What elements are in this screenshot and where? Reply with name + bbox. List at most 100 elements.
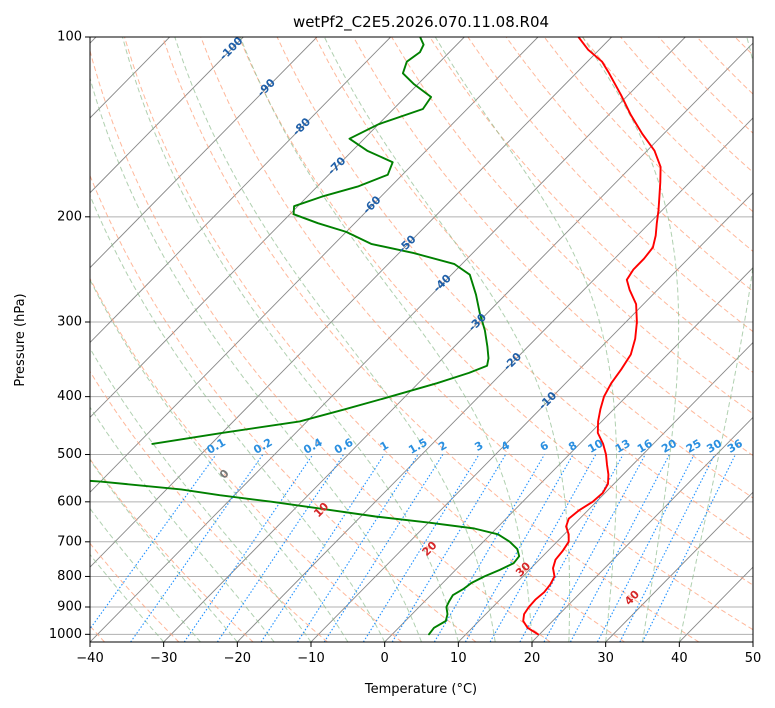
moist-adiabat-line — [434, 37, 618, 642]
isotherm-line — [531, 416, 753, 642]
mixing-ratio-line — [260, 454, 385, 642]
y-tick-label: 700 — [57, 534, 82, 549]
mixing-ratio-label: 0.4 — [301, 436, 325, 457]
chart-title: wetPf2_C2E5.2026.070.11.08.R04 — [293, 13, 549, 32]
isotherm-line — [237, 117, 753, 642]
isotherm-line — [163, 42, 753, 642]
moist-adiabat-lines — [90, 37, 753, 642]
mixing-ratio-label: 0.6 — [332, 436, 356, 457]
dry-adiabat-line — [658, 37, 753, 134]
x-tick-label: −30 — [150, 651, 177, 666]
x-axis-ticks: −40 −30 −20 −10 0 10 20 30 40 50 — [76, 642, 761, 666]
dry-adiabat-line — [90, 277, 403, 642]
dry-adiabat-line — [391, 37, 753, 415]
mixing-ratio-line — [297, 454, 419, 642]
isotherm-line — [752, 641, 753, 642]
mixing-ratio-line — [519, 454, 624, 642]
y-tick-label: 500 — [57, 447, 82, 462]
moist-adiabat-line — [90, 459, 238, 642]
y-tick-label: 100 — [57, 30, 82, 45]
isotherm-lines — [90, 37, 753, 642]
x-tick-label: 20 — [524, 651, 541, 666]
dry-adiabat-line — [314, 37, 753, 499]
mixing-ratio-line — [619, 454, 716, 642]
dry-adiabat-line — [90, 542, 180, 642]
dry-adiabat-line — [467, 37, 753, 333]
x-tick-label: 40 — [671, 651, 688, 666]
x-axis-label: Temperature (°C) — [364, 682, 477, 697]
moist-adiabat-line — [678, 37, 753, 642]
dewpoint-line-1 — [90, 479, 521, 636]
y-tick-label: 200 — [57, 209, 82, 224]
dry-adiabat-line — [90, 458, 254, 642]
y-axis-ticks: 100 200 300 400 500 600 700 800 900 1000 — [49, 30, 90, 642]
mixing-ratio-label: 2 — [436, 439, 449, 454]
dry-adiabat-line — [696, 37, 753, 95]
mixing-ratio-label: 25 — [684, 437, 704, 456]
isotherm-line — [384, 267, 753, 642]
isotherm-line — [90, 37, 244, 194]
mixing-ratio-line — [569, 454, 670, 642]
isotherm-line — [90, 37, 686, 642]
mixing-ratio-line — [391, 454, 507, 642]
dewpoint-line-2 — [151, 37, 490, 445]
moist-adiabat-line — [174, 37, 496, 642]
moist-adiabat-line — [90, 347, 312, 642]
mixing-ratio-line — [464, 454, 574, 642]
mixing-ratio-line — [596, 454, 695, 642]
mixing-ratio-label: 16 — [635, 437, 655, 456]
y-tick-label: 300 — [57, 314, 82, 329]
x-tick-label: 10 — [450, 651, 467, 666]
y-tick-label: 400 — [57, 389, 82, 404]
moist-adiabat-line — [239, 37, 533, 642]
x-tick-label: 50 — [745, 651, 762, 666]
mixing-ratio-label: 10 — [586, 437, 606, 456]
dry-adiabat-line — [505, 37, 753, 292]
mixing-ratio-label: 30 — [704, 437, 724, 456]
dry-adiabat-line — [162, 37, 700, 642]
x-tick-label: 0 — [381, 651, 389, 666]
mixing-ratio-line — [183, 454, 314, 642]
mixing-ratio-label: 4 — [499, 439, 512, 454]
y-tick-label: 900 — [57, 599, 82, 614]
mixing-ratio-line — [90, 454, 217, 630]
x-tick-label: −10 — [297, 651, 324, 666]
dry-adiabat-line — [238, 37, 753, 586]
isotherm-line — [310, 192, 753, 642]
y-tick-label: 600 — [57, 494, 82, 509]
mixing-ratio-line — [433, 454, 545, 642]
dry-adiabat-line — [352, 37, 753, 457]
dry-adiabat-line — [276, 37, 753, 542]
plot-frame — [89, 36, 754, 643]
mixing-ratio-label: 36 — [725, 437, 745, 456]
isotherm-line — [90, 37, 318, 269]
moist-adiabat-line — [122, 37, 459, 642]
dry-adiabat-line — [90, 174, 477, 642]
dry-adiabat-label: 0 — [217, 467, 232, 482]
x-tick-label: 30 — [597, 651, 614, 666]
mixing-ratio-label: 0.1 — [204, 436, 227, 457]
moist-adiabat-line — [323, 37, 571, 642]
temperature-line-0 — [522, 37, 662, 636]
dry-adiabat-line — [429, 37, 753, 374]
mixing-ratio-label: 1 — [378, 439, 391, 454]
moist-adiabat-line — [90, 406, 275, 642]
line-labels: 0.1 0.2 0.4 0.6 1 1.5 2 3 4 6 8 10 13 16 20 25 30 36-100-… — [204, 37, 745, 608]
sounding-series — [90, 37, 662, 636]
mixing-ratio-line — [543, 454, 646, 642]
dry-adiabat-line — [90, 48, 551, 642]
isotherm-line — [90, 37, 539, 493]
isotherm-line — [90, 37, 391, 344]
mixing-ratio-label: 1.5 — [406, 436, 429, 457]
y-axis-label: Pressure (hPa) — [13, 293, 28, 386]
isotherm-line — [90, 37, 465, 419]
y-tick-label: 1000 — [49, 627, 82, 642]
moist-adiabat-line — [90, 278, 349, 642]
dry-adiabat-line — [90, 370, 328, 642]
dry-adiabat-line — [124, 37, 625, 642]
moist-adiabat-line — [90, 194, 386, 642]
dry-adiabat-line — [200, 37, 753, 631]
mixing-ratio-label: 3 — [472, 439, 485, 454]
dry-adiabat-label: 40 — [622, 588, 642, 608]
